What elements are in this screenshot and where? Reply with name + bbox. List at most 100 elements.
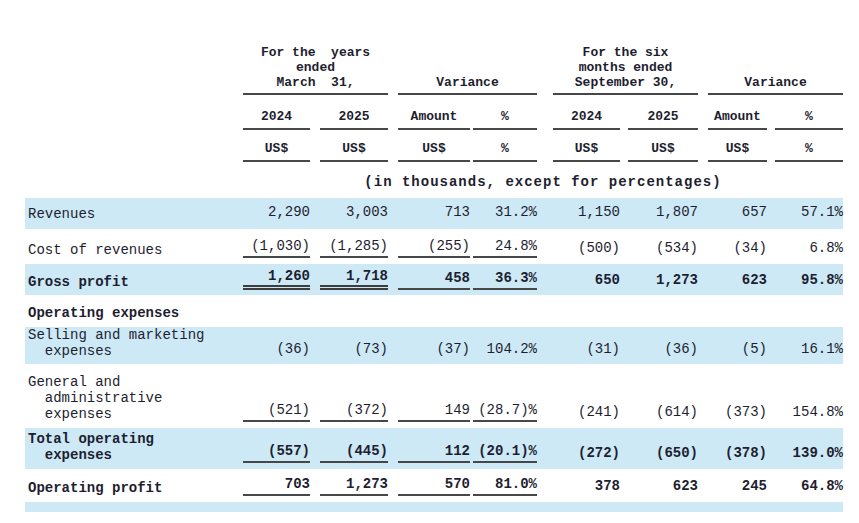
cell-value: (20.1)% [473,443,537,463]
cell-value: 570 [398,476,470,496]
table-note: (in thousands, except for percentages) [243,174,843,190]
unit-header: US$ [628,141,698,162]
cell-value: 81.0% [473,476,537,496]
cell-value: 64.8% [775,478,843,496]
cell-value: (73) [320,341,388,359]
table-row: Total operating expenses(557) (445) 112(20… [25,428,843,469]
cell-value: (521) [243,402,310,422]
cell-value: 623 [708,272,767,290]
partial-row [25,502,843,512]
cell-value: 1,718 [320,268,388,290]
column-header: Amount [398,109,470,130]
cell-value: (241) [553,404,620,422]
cell-value: 154.8% [775,404,843,422]
cell-value: 3,003 [320,204,388,222]
table-row: Selling and marketing expenses(36)(73)(3… [25,327,843,364]
income-statement-table: For the years ended March 31, Variance F… [25,45,843,512]
cell-value: (614) [628,404,698,422]
unit-header: US$ [243,141,310,162]
row-label: Cost of revenues [25,242,243,258]
cell-value: (557) [243,443,310,463]
cell-value: 713 [398,204,470,222]
table-row: General and administrative expenses(521)… [25,364,843,428]
column-group-variance-interim: Variance [708,75,843,95]
cell-value: (272) [553,445,620,463]
unit-header: % [473,141,537,162]
cell-value: 657 [708,204,767,222]
cell-value: (372) [320,402,388,422]
unit-header: US$ [708,141,767,162]
cell-value: 95.8% [775,272,843,290]
row-label: Selling and marketing expenses [25,327,243,359]
cell-value: 149 [398,402,470,422]
unit-header: US$ [553,141,620,162]
cell-value: (500) [553,240,620,258]
row-label: Revenues [25,206,243,222]
column-header: 2025 [320,109,388,130]
cell-value: (373) [708,404,767,422]
cell-value: 1,273 [320,476,388,496]
unit-header-row: US$US$US$%US$US$US$% [25,141,843,162]
cell-value: 104.2% [473,341,537,359]
unit-header: US$ [320,141,388,162]
cell-value: 36.3% [473,270,537,290]
cell-value: (28.7)% [473,402,537,422]
cell-value: 2,290 [243,204,310,222]
cell-value: 112 [398,443,470,463]
table-body: Revenues2,290 3,003 71331.2% 1,150 1,807 657 5… [25,198,843,502]
cell-value: (255) [398,238,470,258]
column-header: % [473,109,537,130]
cell-value: 57.1% [775,204,843,222]
cell-value: (650) [628,445,698,463]
cell-value: (1,030) [243,238,310,258]
unit-header: % [775,141,843,162]
column-header: 2024 [553,109,620,130]
cell-value: 245 [708,478,767,496]
cell-value: (37) [398,341,470,359]
cell-value: 1,807 [628,204,698,222]
column-header: % [775,109,843,130]
cell-value: (36) [628,341,698,359]
column-header-row: 2024 2025 Amount% 2024 2025 Amount% [25,109,843,130]
table-row: Cost of revenues(1,030) (1,285) (255)24.8%… [25,229,843,264]
column-group-six-months-september: For the six months ended September 30, [553,45,698,95]
column-group-header-row: For the years ended March 31, Variance F… [25,45,843,95]
table-row: Revenues2,290 3,003 71331.2% 1,150 1,807 657 5… [25,198,843,229]
row-label: Total operating expenses [25,431,243,463]
cell-value: (36) [243,341,310,359]
row-label: Operating profit [25,480,243,496]
cell-value: (534) [628,240,698,258]
cell-value: (378) [708,445,767,463]
cell-value: 458 [398,270,470,290]
cell-value: 24.8% [473,238,537,258]
table-row: Operating expenses [25,295,843,327]
row-label: Operating expenses [25,305,243,321]
table-row: Operating profit703 1,273 57081.0% 378 623 24… [25,469,843,502]
financial-table-page: For the years ended March 31, Variance F… [0,0,859,523]
column-group-variance-annual: Variance [398,75,537,95]
cell-value: 31.2% [473,204,537,222]
column-header: 2024 [243,109,310,130]
cell-value: 623 [628,478,698,496]
row-label: Gross profit [25,274,243,290]
cell-value: 1,273 [628,272,698,290]
cell-value: (5) [708,341,767,359]
cell-value: 6.8% [775,240,843,258]
cell-value: 1,150 [553,204,620,222]
column-header: 2025 [628,109,698,130]
column-group-years-ended-march: For the years ended March 31, [243,45,388,95]
cell-value: 1,260 [243,268,310,290]
cell-value: (34) [708,240,767,258]
cell-value: 139.0% [775,445,843,463]
cell-value: (1,285) [320,238,388,258]
cell-value: 16.1% [775,341,843,359]
cell-value: 650 [553,272,620,290]
cell-value: 378 [553,478,620,496]
column-header: Amount [708,109,767,130]
cell-value: 703 [243,476,310,496]
row-label: General and administrative expenses [25,374,243,422]
cell-value: (445) [320,443,388,463]
unit-header: US$ [398,141,470,162]
table-row: Gross profit1,260 1,718 45836.3% 650 1,273 62… [25,264,843,295]
cell-value: (31) [553,341,620,359]
